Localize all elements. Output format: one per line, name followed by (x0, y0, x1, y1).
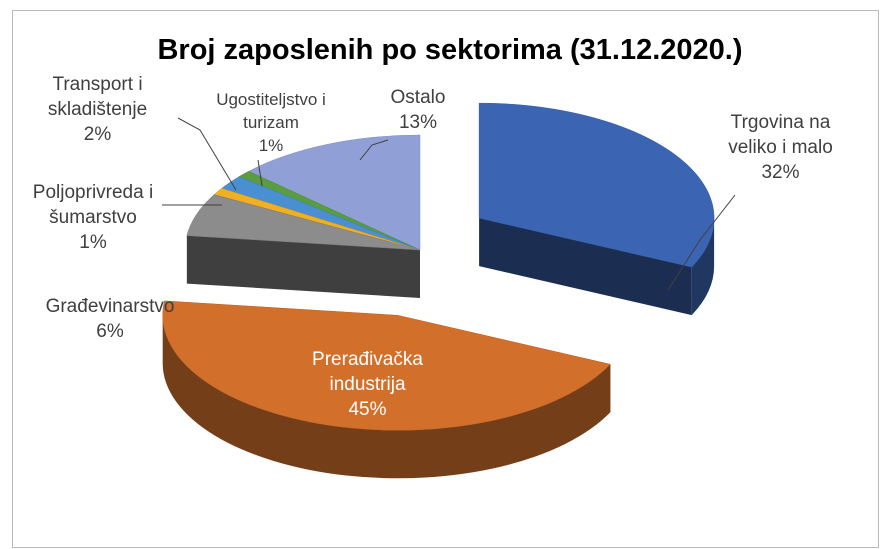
value-label: 32% (761, 162, 800, 183)
category-label: Ugostiteljstvo i turizam (216, 90, 326, 132)
leader-line (359, 139, 389, 161)
slice (186, 194, 421, 251)
leader-line (257, 159, 263, 187)
chart-title: Broj zaposlenih po sektorima (31.12.2020… (157, 34, 743, 66)
slice-label: Građevinarstvo 6% (30, 294, 190, 344)
slice-side (479, 218, 692, 316)
leader-lines (162, 117, 736, 291)
slice-label: Poljoprivreda i šumarstvo 1% (18, 180, 168, 255)
slice (478, 102, 715, 268)
value-label: 2% (83, 124, 112, 145)
slice-label: Transport i skladištenje 2% (35, 72, 160, 147)
category-label: Građevinarstvo (45, 296, 175, 317)
slice-label: Ugostiteljstvo i turizam 1% (206, 88, 336, 157)
category-label: Transport i skladištenje (47, 74, 148, 120)
slice-side (162, 315, 611, 479)
value-label: 13% (398, 112, 438, 133)
slice (248, 134, 421, 251)
slice-label: Trgovina na veliko i malo 32% (708, 110, 853, 185)
value-label: 1% (258, 136, 284, 155)
leader-line (177, 117, 237, 191)
category-label: Ostalo (390, 87, 446, 108)
value-label: 1% (79, 232, 107, 253)
slice-label: Ostalo 13% (378, 85, 458, 135)
leader-line (667, 194, 736, 291)
pie (162, 102, 715, 479)
slice-label: Prerađivačka industrija 45% (300, 347, 435, 422)
category-label: Trgovina na veliko i malo (728, 112, 833, 158)
category-label: Prerađivačka industrija (312, 349, 423, 395)
value-label: 6% (96, 321, 124, 342)
value-label: 45% (348, 399, 387, 420)
slice (162, 300, 611, 431)
category-label: Poljoprivreda i šumarstvo (32, 182, 154, 228)
slice-side (691, 218, 715, 316)
